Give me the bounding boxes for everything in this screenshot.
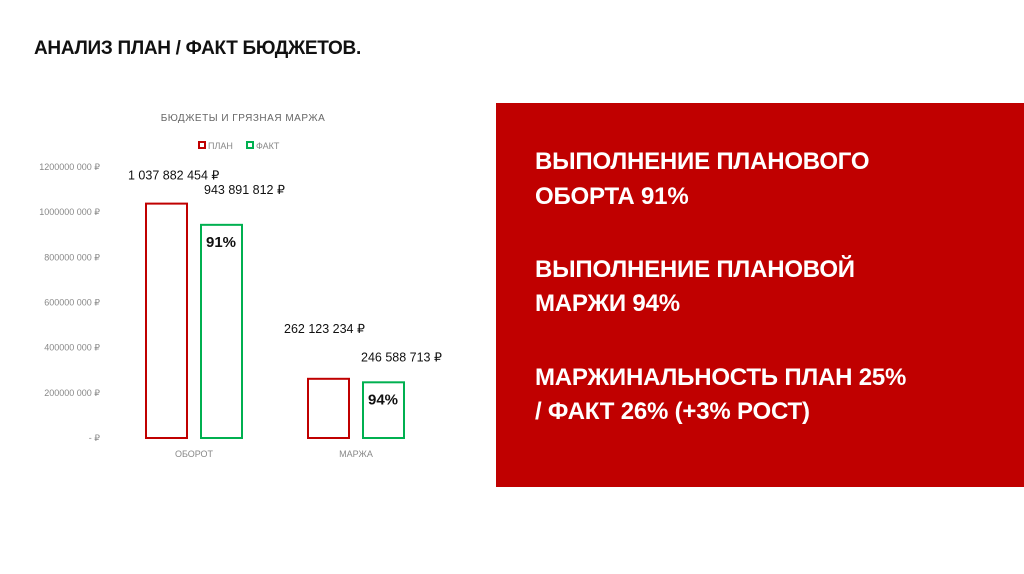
- summary-line: МАРЖИ 94%: [535, 290, 680, 317]
- summary-line: ОБОРТА 91%: [535, 183, 689, 210]
- category-label: МАРЖА: [339, 449, 373, 459]
- chart-title: БЮДЖЕТЫ И ГРЯЗНАЯ МАРЖА: [161, 113, 326, 124]
- summary-line: ВЫПОЛНЕНИЕ ПЛАНОВОЙ: [535, 256, 855, 283]
- y-tick-label: 200000 000 ₽: [44, 388, 100, 398]
- x-axis: ОБОРОТ МАРЖА: [175, 449, 373, 459]
- bar-план: [307, 377, 350, 439]
- data-label: 246 588 713 ₽: [361, 350, 442, 364]
- legend-swatch: [198, 141, 206, 149]
- y-tick-label: - ₽: [89, 433, 100, 443]
- y-tick-label: 800000 000 ₽: [44, 252, 100, 262]
- bar-факт: [362, 381, 405, 439]
- y-tick-label: 1000000 000 ₽: [39, 207, 100, 217]
- summary-line: МАРЖИНАЛЬНОСТЬ ПЛАН 25%: [535, 364, 907, 391]
- summary-line: / ФАКТ 26% (+3% РОСТ): [535, 398, 810, 425]
- bar-план: [145, 202, 188, 439]
- category-label: ОБОРОТ: [175, 449, 214, 459]
- y-tick-label: 400000 000 ₽: [44, 343, 100, 353]
- data-label: 262 123 234 ₽: [284, 322, 365, 336]
- bars: 1 037 882 454 ₽943 891 812 ₽ 91% 262 123 2…: [128, 169, 442, 439]
- summary-panel: ВЫПОЛНЕНИЕ ПЛАНОВОГО ОБОРТА 91% ВЫПОЛНЕН…: [496, 103, 1024, 487]
- summary-line: ВЫПОЛНЕНИЕ ПЛАНОВОГО: [535, 148, 870, 175]
- legend-label: ФАКТ: [256, 141, 280, 151]
- y-tick-label: 600000 000 ₽: [44, 298, 100, 308]
- legend-label: ПЛАН: [208, 141, 233, 151]
- data-label: 943 891 812 ₽: [204, 183, 285, 197]
- data-label: 1 037 882 454 ₽: [128, 169, 219, 183]
- legend-swatch: [246, 141, 254, 149]
- percent-label: 94%: [368, 391, 398, 408]
- budget-bar-chart: БЮДЖЕТЫ И ГРЯЗНАЯ МАРЖА ПЛАН ФАКТ - ₽ 2000…: [39, 113, 442, 459]
- chart-legend: ПЛАН ФАКТ: [198, 141, 280, 151]
- y-axis: - ₽ 200000 000 ₽ 400000 000 ₽ 600000 000 ₽ 8…: [39, 162, 100, 443]
- page-title: АНАЛИЗ ПЛАН / ФАКТ БЮДЖЕТОВ.: [34, 38, 361, 59]
- bar-факт: [200, 223, 243, 439]
- y-tick-label: 1200000 000 ₽: [39, 162, 100, 172]
- percent-label: 91%: [206, 234, 236, 251]
